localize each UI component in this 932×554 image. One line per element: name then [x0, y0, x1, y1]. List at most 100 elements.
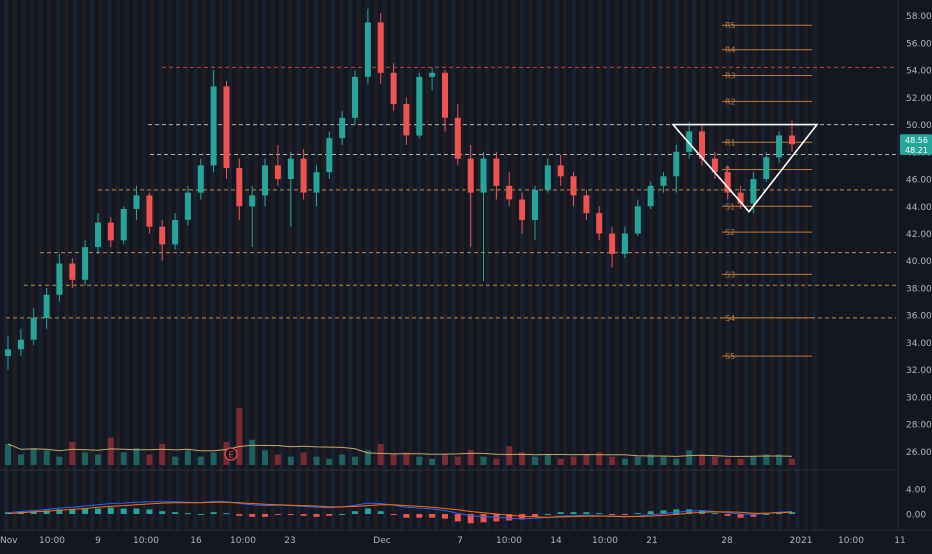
volume-bars	[5, 408, 795, 465]
volume-bar	[249, 439, 256, 465]
price-axis-tick: 44.00	[906, 203, 932, 213]
volume-bar	[287, 456, 294, 465]
time-axis-label: 21	[646, 536, 657, 546]
session-band	[545, 0, 551, 530]
candle-body	[429, 72, 436, 77]
session-band	[296, 0, 301, 530]
macd-histogram-bar	[557, 512, 564, 514]
volume-bar	[711, 456, 718, 465]
session-band	[597, 0, 602, 530]
candle-body	[30, 317, 37, 340]
session-band	[769, 0, 774, 530]
session-band	[391, 0, 396, 530]
candle	[544, 158, 551, 193]
price-axis-tick: 46.00	[906, 176, 932, 186]
session-band	[494, 0, 499, 530]
macd-histogram-bar	[403, 514, 410, 518]
session-band	[124, 0, 129, 530]
candle-body	[519, 199, 526, 220]
volume-bar	[5, 444, 11, 465]
macd-histogram-bar	[210, 512, 217, 514]
candle	[249, 185, 256, 248]
session-band	[21, 0, 26, 530]
time-axis-label: 10:00	[496, 536, 522, 546]
volume-bar	[133, 448, 140, 465]
candle	[17, 328, 24, 357]
volume-bar	[480, 456, 487, 465]
last-price-tag	[900, 134, 932, 146]
session-band	[511, 0, 516, 530]
candle	[82, 240, 89, 286]
candle-body	[673, 151, 680, 177]
macd-histogram-bar	[776, 513, 783, 515]
candle	[5, 335, 11, 370]
macd-histogram	[5, 507, 795, 524]
session-band	[459, 0, 465, 530]
candle-body	[583, 195, 590, 214]
candle	[532, 185, 538, 241]
candle	[737, 185, 744, 209]
session-band	[614, 0, 619, 530]
volume-bar	[442, 454, 448, 465]
candle	[56, 253, 63, 302]
candle	[621, 226, 628, 258]
session-band	[158, 0, 164, 530]
candle-body	[339, 117, 346, 139]
earnings-marker	[224, 447, 238, 461]
candle-body	[184, 192, 191, 220]
macd-histogram-bar	[107, 507, 114, 514]
session-band	[786, 0, 791, 530]
macd-histogram-bar	[442, 514, 448, 519]
time-axis-label: 10:00	[230, 536, 256, 546]
session-band	[356, 0, 361, 530]
volume-bar	[326, 458, 333, 465]
volume-bar	[95, 454, 101, 465]
volume-bar	[634, 456, 641, 465]
candle-body	[596, 213, 603, 234]
candle-body	[711, 158, 718, 173]
session-band	[700, 0, 705, 530]
time-axis-label: 10:00	[39, 536, 65, 546]
macd-histogram-bar	[223, 513, 230, 515]
pivot-level-label: R4	[725, 46, 736, 55]
macd-histogram-bar	[647, 511, 654, 514]
time-axis-label: 9	[95, 536, 101, 546]
volume-bar	[532, 456, 538, 465]
session-band	[537, 0, 542, 530]
macd-histogram-bar	[352, 511, 358, 514]
volume-bar	[724, 458, 731, 465]
volume-bar	[506, 446, 513, 465]
macd-histogram-bar	[172, 512, 179, 514]
session-band	[683, 0, 688, 530]
session-band	[141, 0, 146, 530]
macd-histogram-bar	[673, 509, 680, 514]
macd-histogram-bar	[69, 509, 76, 514]
price-axis-tick: 40.00	[906, 257, 932, 267]
candle-body	[789, 135, 795, 145]
price-axis-tick: 30.00	[906, 393, 932, 403]
session-band	[313, 0, 318, 530]
session-band	[631, 0, 637, 530]
candle	[724, 165, 731, 200]
time-axis-label: 28	[721, 536, 733, 546]
time-axis-label: 16	[190, 536, 202, 546]
candle-body	[480, 158, 487, 193]
time-axis-label: 14	[550, 536, 562, 546]
session-band	[434, 0, 439, 530]
price-axis-tick: 28.00	[906, 421, 932, 431]
macd-line	[7, 500, 793, 520]
candle-body	[236, 168, 243, 207]
session-band	[588, 0, 594, 530]
candle-body	[262, 165, 268, 196]
candle	[236, 158, 243, 220]
candle-body	[750, 179, 757, 204]
macd-histogram-bar	[236, 514, 243, 516]
session-band	[692, 0, 697, 530]
session-band	[201, 0, 207, 530]
pivot-level-label: S2	[725, 228, 735, 237]
candle-body	[95, 222, 101, 248]
pivot-level-label: R3	[725, 72, 736, 81]
time-axis-label: 10:00	[592, 536, 618, 546]
